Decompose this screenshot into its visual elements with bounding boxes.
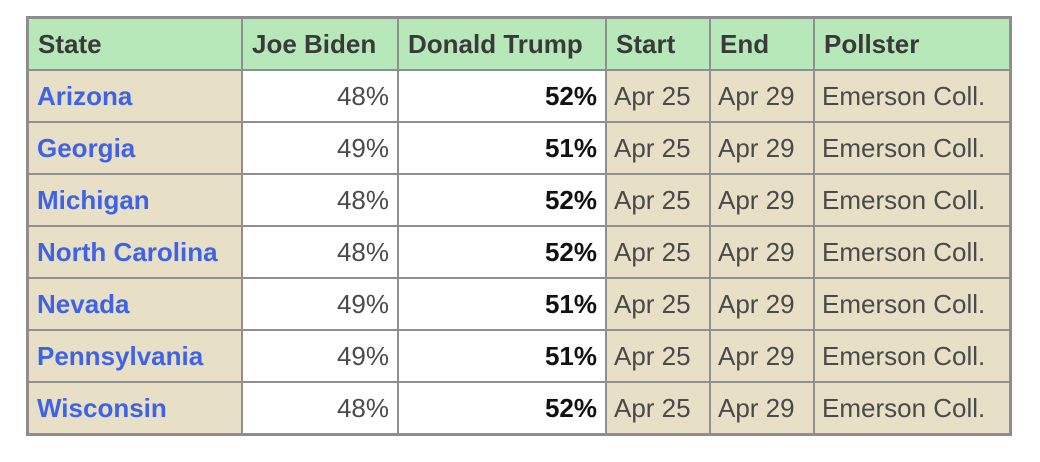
trump-percent: 52% (399, 227, 605, 277)
trump-percent: 52% (399, 71, 605, 121)
polling-table: State Joe Biden Donald Trump Start End P… (26, 16, 1012, 436)
state-link-pennsylvania[interactable]: Pennsylvania (29, 331, 241, 381)
header-joe-biden: Joe Biden (243, 19, 397, 69)
biden-percent: 48% (243, 227, 397, 277)
end-date: Apr 29 (711, 71, 813, 121)
state-link-north-carolina[interactable]: North Carolina (29, 227, 241, 277)
biden-percent: 48% (243, 71, 397, 121)
state-link-nevada[interactable]: Nevada (29, 279, 241, 329)
end-date: Apr 29 (711, 175, 813, 225)
table-row: Wisconsin 48% 52% Apr 25 Apr 29 Emerson … (29, 383, 1009, 433)
table-row: Nevada 49% 51% Apr 25 Apr 29 Emerson Col… (29, 279, 1009, 329)
start-date: Apr 25 (607, 383, 709, 433)
header-pollster: Pollster (815, 19, 1009, 69)
header-donald-trump: Donald Trump (399, 19, 605, 69)
start-date: Apr 25 (607, 175, 709, 225)
state-link-wisconsin[interactable]: Wisconsin (29, 383, 241, 433)
biden-percent: 49% (243, 279, 397, 329)
end-date: Apr 29 (711, 331, 813, 381)
start-date: Apr 25 (607, 123, 709, 173)
end-date: Apr 29 (711, 279, 813, 329)
pollster-name: Emerson Coll. (815, 279, 1009, 329)
table-row: Arizona 48% 52% Apr 25 Apr 29 Emerson Co… (29, 71, 1009, 121)
biden-percent: 48% (243, 383, 397, 433)
trump-percent: 51% (399, 331, 605, 381)
trump-percent: 52% (399, 383, 605, 433)
state-link-michigan[interactable]: Michigan (29, 175, 241, 225)
trump-percent: 51% (399, 279, 605, 329)
table-row: Georgia 49% 51% Apr 25 Apr 29 Emerson Co… (29, 123, 1009, 173)
start-date: Apr 25 (607, 227, 709, 277)
trump-percent: 52% (399, 175, 605, 225)
end-date: Apr 29 (711, 383, 813, 433)
biden-percent: 49% (243, 331, 397, 381)
table-row: Michigan 48% 52% Apr 25 Apr 29 Emerson C… (29, 175, 1009, 225)
start-date: Apr 25 (607, 279, 709, 329)
pollster-name: Emerson Coll. (815, 227, 1009, 277)
biden-percent: 49% (243, 123, 397, 173)
pollster-name: Emerson Coll. (815, 175, 1009, 225)
end-date: Apr 29 (711, 227, 813, 277)
end-date: Apr 29 (711, 123, 813, 173)
trump-percent: 51% (399, 123, 605, 173)
pollster-name: Emerson Coll. (815, 71, 1009, 121)
state-link-arizona[interactable]: Arizona (29, 71, 241, 121)
table-row: Pennsylvania 49% 51% Apr 25 Apr 29 Emers… (29, 331, 1009, 381)
state-link-georgia[interactable]: Georgia (29, 123, 241, 173)
start-date: Apr 25 (607, 71, 709, 121)
header-end: End (711, 19, 813, 69)
header-state: State (29, 19, 241, 69)
table-header-row: State Joe Biden Donald Trump Start End P… (29, 19, 1009, 69)
pollster-name: Emerson Coll. (815, 331, 1009, 381)
table-row: North Carolina 48% 52% Apr 25 Apr 29 Eme… (29, 227, 1009, 277)
biden-percent: 48% (243, 175, 397, 225)
pollster-name: Emerson Coll. (815, 383, 1009, 433)
start-date: Apr 25 (607, 331, 709, 381)
pollster-name: Emerson Coll. (815, 123, 1009, 173)
header-start: Start (607, 19, 709, 69)
